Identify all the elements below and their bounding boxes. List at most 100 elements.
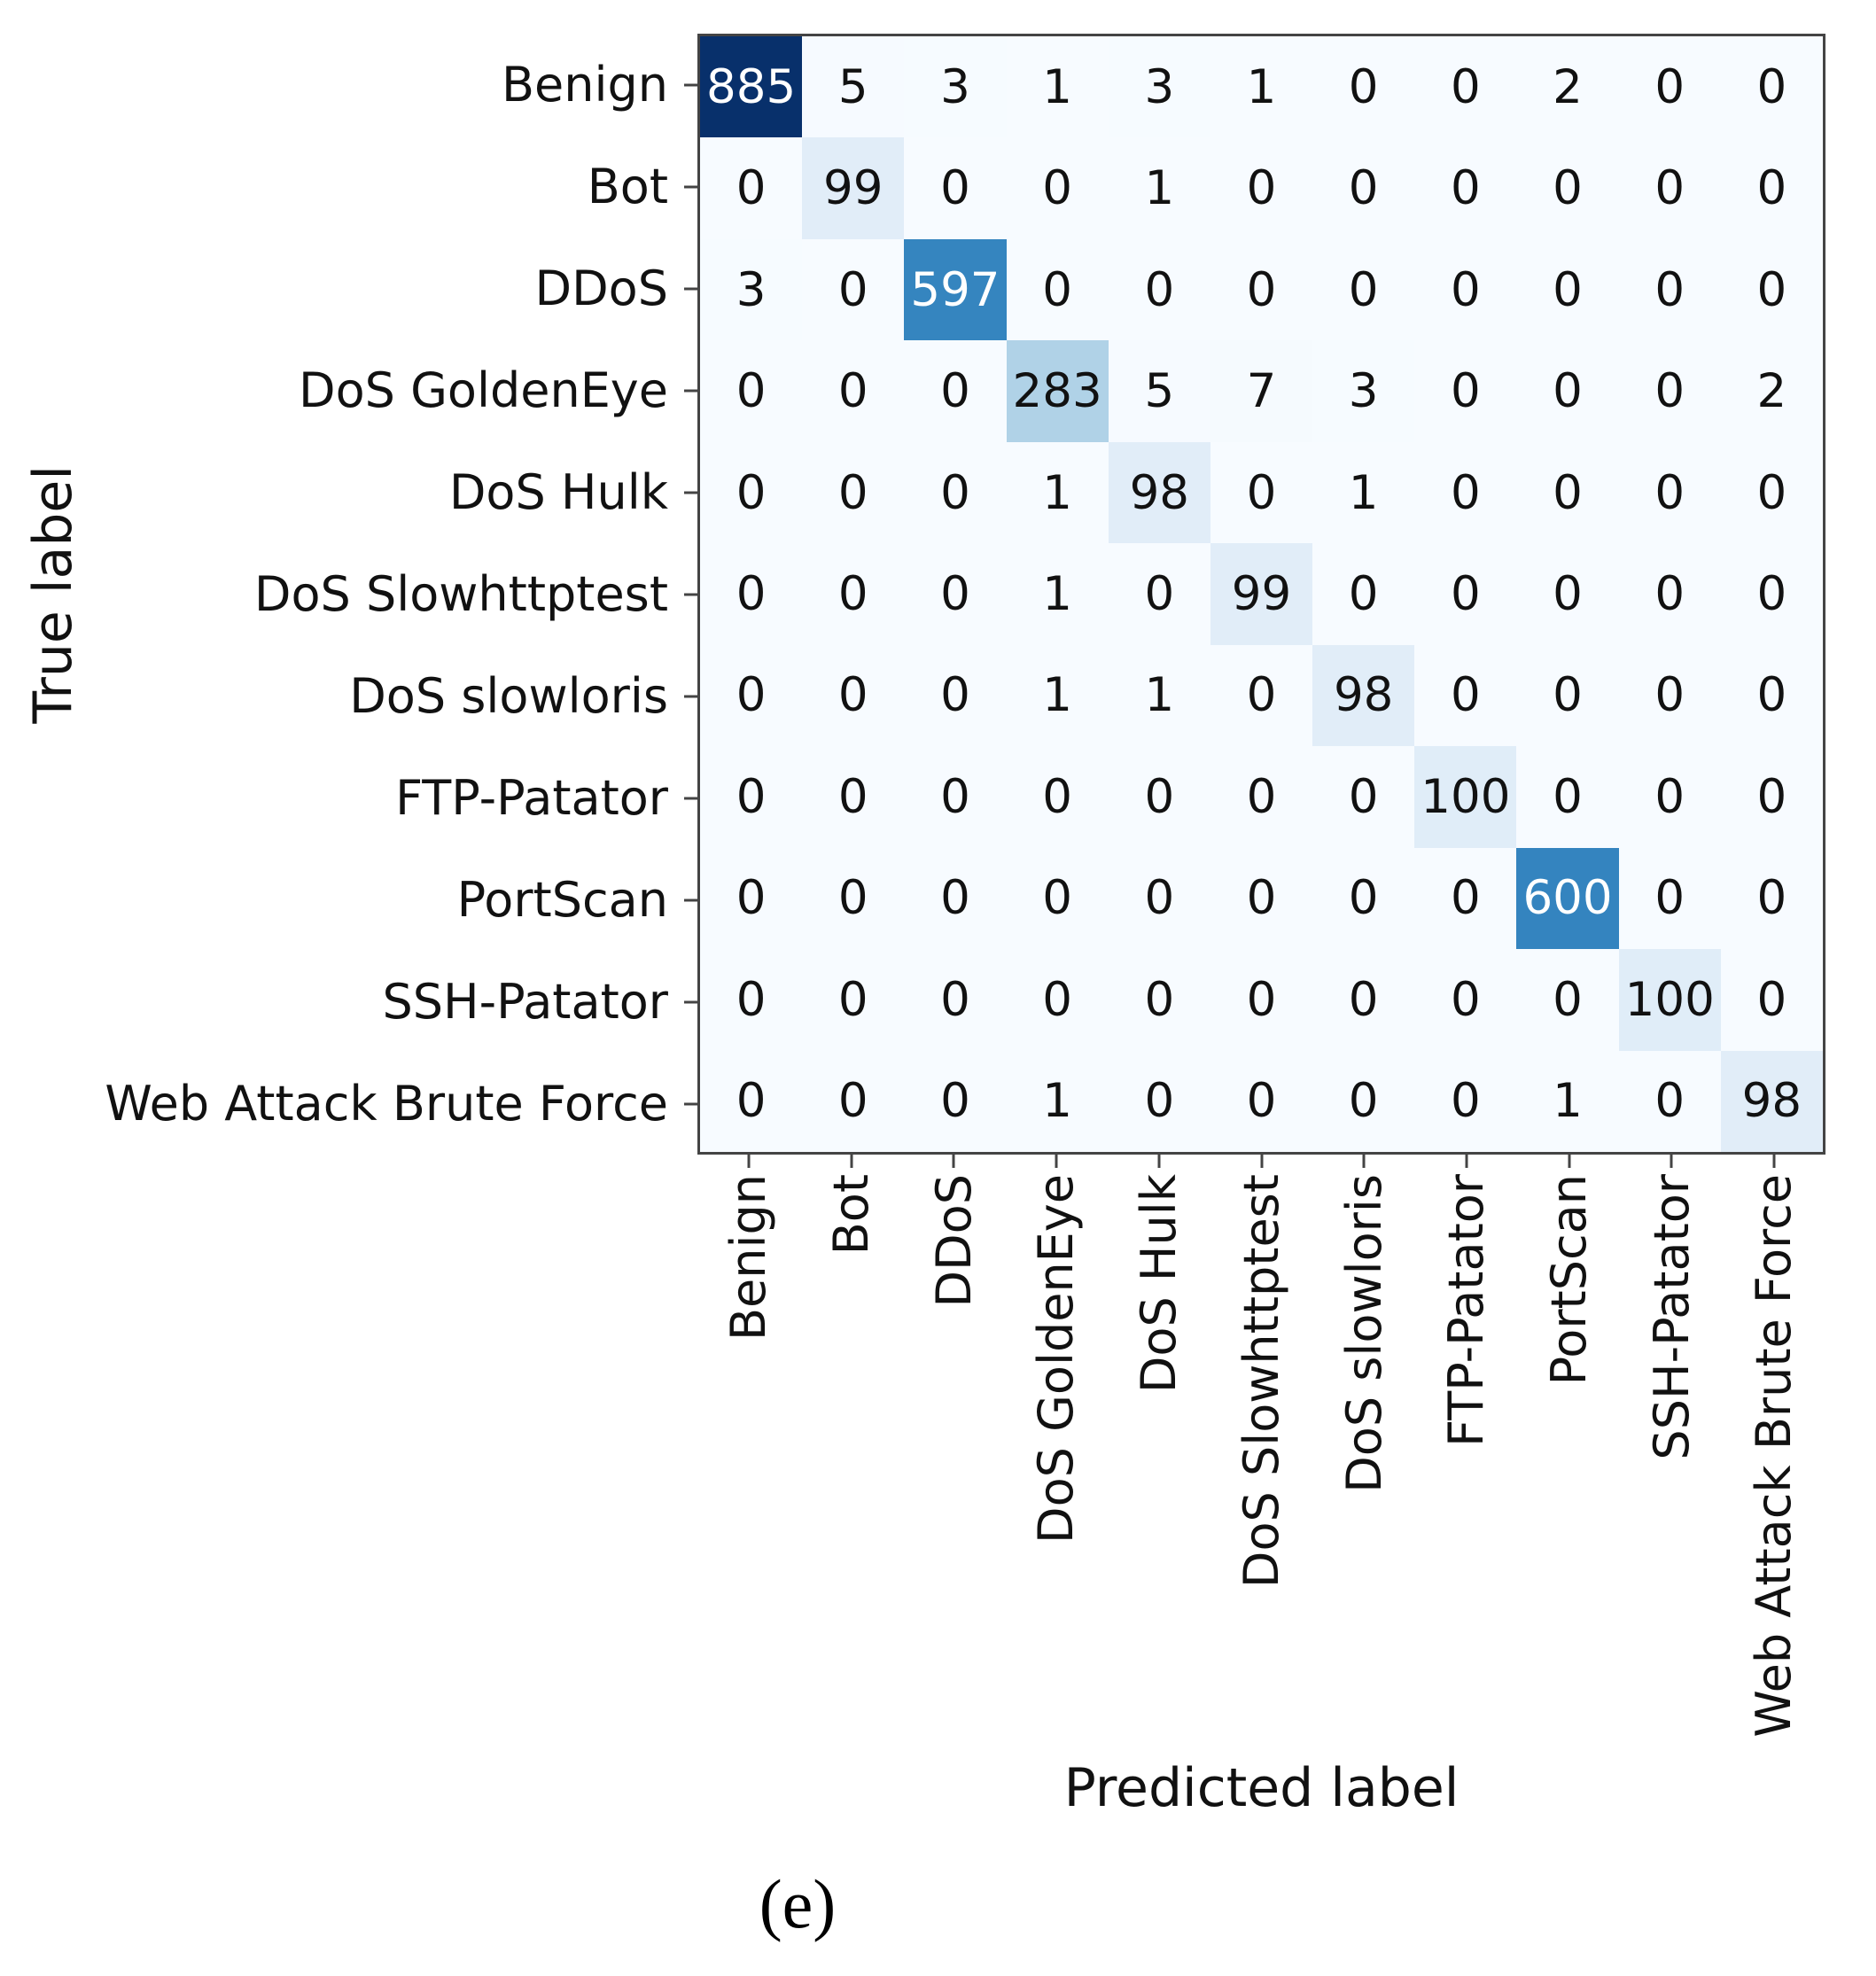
x-tick-mark (1568, 1155, 1571, 1168)
matrix-cell: 2 (1720, 340, 1823, 442)
matrix-cell: 0 (904, 1050, 1007, 1152)
y-axis-ticks (684, 34, 697, 1155)
matrix-cell: 0 (1414, 441, 1517, 544)
matrix-cell: 0 (1312, 847, 1415, 950)
x-tick-mark (1157, 1155, 1161, 1168)
matrix-cell: 0 (1414, 137, 1517, 239)
x-tick-label: SSH-Patator (1643, 1174, 1700, 1460)
matrix-cell: 0 (1618, 746, 1721, 848)
matrix-cell: 0 (1720, 36, 1823, 138)
matrix-cell: 0 (802, 441, 905, 544)
matrix-cell: 0 (1006, 847, 1109, 950)
matrix-cell: 0 (1108, 543, 1210, 645)
matrix-cell: 0 (1414, 847, 1517, 950)
x-tick-mark (1670, 1155, 1673, 1168)
x-tick-mark (1465, 1155, 1468, 1168)
matrix-cell: 0 (802, 949, 905, 1051)
matrix-cell: 0 (1516, 644, 1619, 747)
y-tick-label: PortScan (456, 872, 668, 928)
x-tick-label: FTP-Patator (1438, 1174, 1495, 1447)
y-tick-mark (684, 695, 697, 697)
x-tick-label: DoS slowloris (1335, 1174, 1392, 1493)
matrix-cell: 0 (1618, 137, 1721, 239)
y-tick-label: DoS slowloris (349, 668, 668, 724)
matrix-cell: 0 (700, 340, 803, 442)
matrix-cell: 0 (1516, 949, 1619, 1051)
matrix-cell: 0 (802, 1050, 905, 1152)
x-tick-label: DDoS (925, 1174, 982, 1308)
matrix-cell: 0 (1414, 949, 1517, 1051)
matrix-cell: 0 (1618, 340, 1721, 442)
y-tick-mark (684, 491, 697, 494)
heatmap-grid: 885 5 3 1 3 1 0 0 2 0 0 0 99 0 0 1 0 0 0 0 0 0 3 0 597 0 0 0 0 0 0 0 0 0 0… (697, 34, 1825, 1155)
matrix-cell: 0 (1006, 949, 1109, 1051)
matrix-cell: 0 (802, 340, 905, 442)
y-tick-mark (684, 287, 697, 290)
matrix-cell: 597 (904, 238, 1007, 341)
matrix-cell: 98 (1720, 1050, 1823, 1152)
matrix-cell: 99 (1210, 543, 1313, 645)
matrix-cell: 1 (1006, 1050, 1109, 1152)
matrix-cell: 0 (1108, 746, 1210, 848)
y-tick-label: DoS Slowhttptest (253, 566, 668, 622)
y-tick-label: DDoS (534, 261, 668, 316)
matrix-cell: 0 (802, 238, 905, 341)
matrix-cell: 1 (1516, 1050, 1619, 1152)
matrix-cell: 1 (1006, 543, 1109, 645)
matrix-cell: 5 (1108, 340, 1210, 442)
x-tick-label: Benign (720, 1174, 777, 1341)
matrix-cell: 0 (1006, 238, 1109, 341)
matrix-cell: 1 (1006, 644, 1109, 747)
matrix-cell: 0 (1618, 543, 1721, 645)
y-tick-label: DoS Hulk (448, 464, 668, 520)
matrix-cell: 0 (1720, 238, 1823, 341)
matrix-cell: 0 (904, 847, 1007, 950)
matrix-cell: 0 (700, 441, 803, 544)
matrix-cell: 0 (802, 543, 905, 645)
matrix-cell: 1 (1006, 441, 1109, 544)
matrix-cell: 0 (1108, 847, 1210, 950)
x-tick-mark (1260, 1155, 1263, 1168)
matrix-cell: 0 (1312, 36, 1415, 138)
matrix-cell: 0 (700, 644, 803, 747)
x-tick-labels: Benign Bot DDoS DoS GoldenEye DoS Hulk DoS Sl… (697, 1174, 1825, 1785)
matrix-cell: 1 (1108, 137, 1210, 239)
matrix-cell: 0 (1720, 847, 1823, 950)
y-tick-label: SSH-Patator (382, 974, 668, 1030)
matrix-cell: 0 (1720, 949, 1823, 1051)
matrix-cell: 0 (700, 543, 803, 645)
matrix-cell: 0 (1720, 746, 1823, 848)
matrix-cell: 0 (1210, 644, 1313, 747)
y-tick-label: FTP-Patator (395, 770, 668, 826)
x-tick-mark (1772, 1155, 1776, 1168)
matrix-cell: 1 (1006, 36, 1109, 138)
matrix-cell: 0 (1210, 746, 1313, 848)
y-tick-label: Web Attack Brute Force (105, 1076, 668, 1132)
x-tick-label: Bot (822, 1174, 879, 1256)
matrix-cell: 0 (700, 847, 803, 950)
matrix-cell: 0 (1414, 543, 1517, 645)
matrix-cell: 0 (904, 137, 1007, 239)
matrix-cell: 0 (1618, 36, 1721, 138)
matrix-cell: 0 (1210, 949, 1313, 1051)
x-axis-ticks (697, 1155, 1825, 1168)
matrix-cell: 0 (1720, 137, 1823, 239)
matrix-cell: 0 (904, 949, 1007, 1051)
matrix-cell: 0 (1720, 644, 1823, 747)
matrix-cell: 0 (700, 746, 803, 848)
matrix-cell: 0 (1312, 137, 1415, 239)
matrix-cell: 0 (700, 1050, 803, 1152)
x-tick-label: PortScan (1540, 1174, 1597, 1386)
y-tick-labels: Benign Bot DDoS DoS GoldenEye DoS Hulk DoS Sl… (0, 34, 682, 1155)
matrix-cell: 0 (1210, 1050, 1313, 1152)
matrix-cell: 0 (904, 340, 1007, 442)
matrix-cell: 0 (700, 137, 803, 239)
matrix-cell: 1 (1108, 644, 1210, 747)
x-tick-mark (747, 1155, 751, 1168)
matrix-cell: 100 (1618, 949, 1721, 1051)
matrix-cell: 0 (1312, 949, 1415, 1051)
matrix-cell: 98 (1312, 644, 1415, 747)
y-tick-mark (684, 1102, 697, 1105)
y-tick-mark (684, 83, 697, 86)
matrix-cell: 0 (1108, 949, 1210, 1051)
